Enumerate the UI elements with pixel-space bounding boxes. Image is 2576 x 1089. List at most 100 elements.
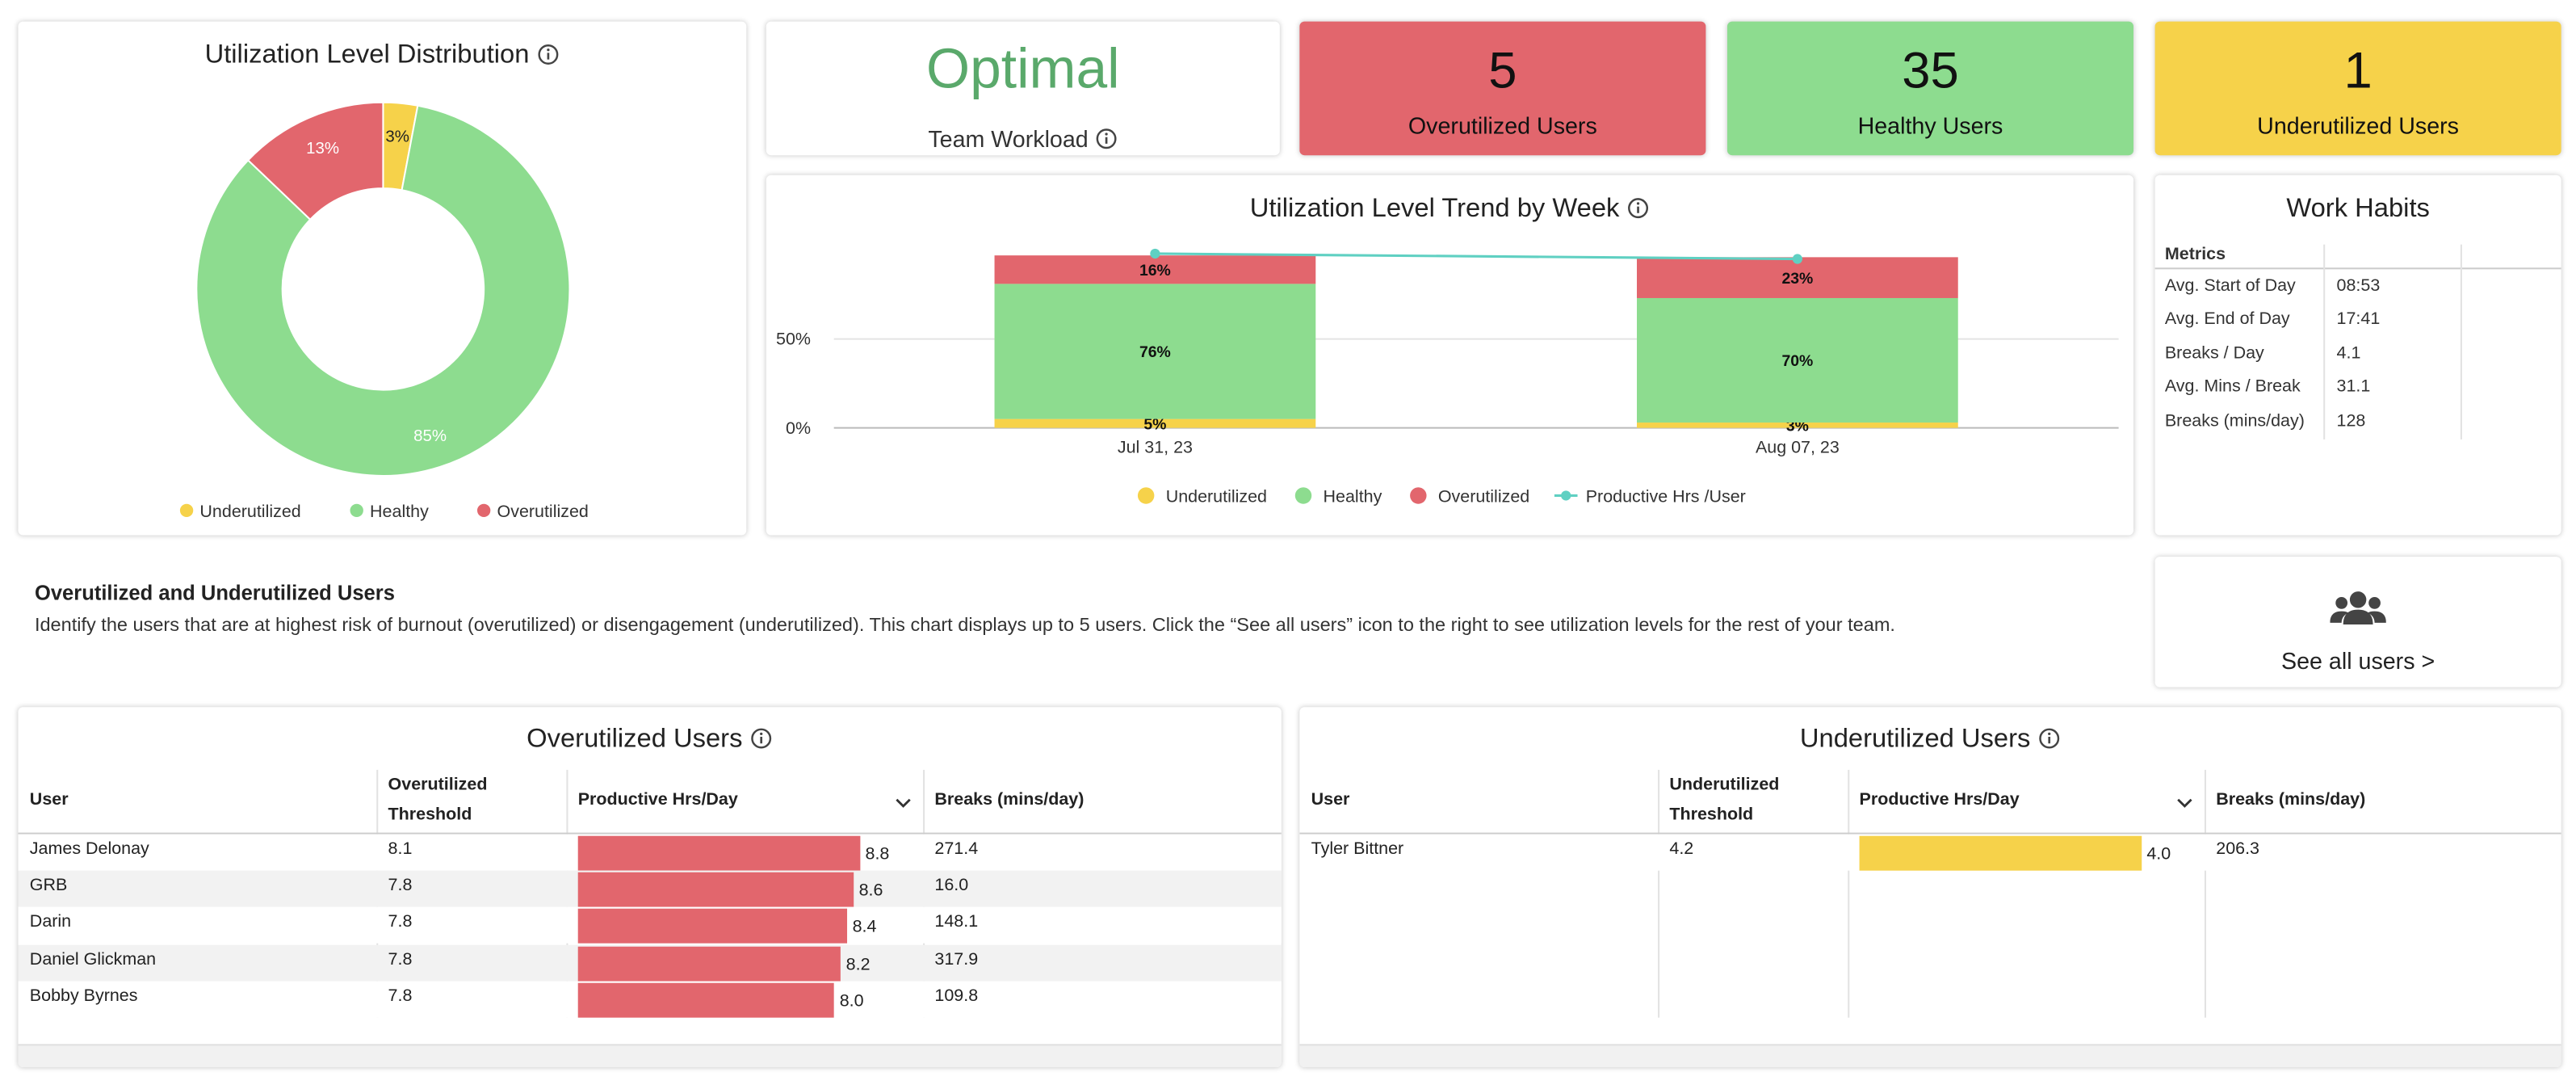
breaks-cell: 271.4 [934, 839, 979, 860]
header-rule [2154, 267, 2561, 270]
info-icon[interactable] [750, 727, 774, 751]
user-cell: James Delonay [29, 839, 149, 860]
column-header: User [1311, 789, 1350, 810]
metric-value: 128 [2336, 410, 2366, 431]
table-row: Daniel Glickman 7.8 8.2 317.9 [18, 944, 1282, 981]
kpi-card: 35 Healthy Users [1726, 21, 2134, 156]
line [1155, 252, 1798, 261]
table-card: Overutilized Users User Overutilized Thre… [18, 707, 1282, 1068]
productive-bar [577, 835, 861, 871]
legend-label: Overutilized [497, 502, 589, 521]
kpi-value: 5 [1488, 41, 1517, 99]
column-header: User [29, 789, 69, 810]
section-description: Identify the users that are at highest r… [34, 616, 1895, 637]
work-habits-card: Work Habits Metrics Avg. Start of Day 08:… [2154, 174, 2561, 536]
bar-value-label: 5% [1143, 415, 1166, 433]
card-title: Overutilized Users [18, 725, 1281, 755]
productive-label: 8.4 [852, 917, 877, 938]
threshold-cell: 7.8 [388, 876, 413, 896]
column-rule [2204, 769, 2206, 1018]
productive-label: 8.0 [839, 990, 864, 1011]
trend-card: Utilization Level Trend by Week 0% 50% Jul… [766, 174, 2134, 536]
column-rule [2460, 244, 2462, 439]
workload-value: Optimal [926, 38, 1120, 101]
column-header: Breaks (mins/day) [934, 789, 1085, 810]
info-icon[interactable] [537, 43, 560, 66]
threshold-cell: 7.8 [388, 948, 413, 969]
productive-label: 4.0 [2146, 843, 2171, 864]
chevron [896, 798, 911, 808]
label-text: Team Workload [928, 125, 1089, 153]
table-row: Darin 7.8 8.4 148.1 [18, 907, 1282, 944]
kpi-value: 1 [2343, 41, 2373, 99]
table-row: James Delonay 8.1 8.8 271.4 [18, 834, 1282, 871]
slice-label: 3% [385, 128, 409, 146]
donut-slice [246, 101, 384, 221]
donut-chart: 3% 85% 13% Underutilized Healthy Overutilized [179, 101, 589, 521]
scroll-track [1299, 1044, 2561, 1068]
productive-bar [577, 909, 848, 944]
productive-label: 8.8 [865, 843, 890, 864]
productive-bar [577, 945, 841, 981]
info-icon[interactable] [1095, 127, 1118, 150]
legend-label: Healthy [370, 502, 429, 521]
metric-name: Avg. End of Day [2164, 309, 2290, 330]
legend-swatch [476, 503, 491, 518]
user-cell: Tyler Bittner [1311, 839, 1404, 860]
sort-chevron[interactable] [2176, 797, 2192, 809]
user-cell: Bobby Byrnes [29, 986, 138, 1006]
metric-name: Avg. Start of Day [2164, 275, 2296, 296]
legend-swatch [1561, 490, 1571, 501]
see-all-card[interactable]: See all users > [2154, 557, 2561, 687]
see-all-link[interactable]: See all users > [2281, 647, 2435, 675]
legend-swatch [179, 503, 194, 518]
column-rule [1658, 769, 1660, 1018]
card-title: Work Habits [2286, 195, 2430, 224]
kpi-label: Underutilized Users [2257, 112, 2460, 139]
productive-bar [577, 872, 854, 908]
card-title: Underutilized Users [1299, 725, 2561, 755]
metric-value: 17:41 [2336, 309, 2381, 330]
table-row: Bobby Byrnes 7.8 8.0 109.8 [18, 981, 1282, 1018]
card-title: Utilization Level Distribution [18, 41, 746, 71]
productive-bar [577, 982, 835, 1018]
bar-segment [1637, 257, 1958, 298]
breaks-cell: 16.0 [934, 876, 969, 896]
bar-value-label: 23% [1781, 270, 1813, 288]
metric-name: Breaks / Day [2164, 343, 2264, 364]
sort-chevron[interactable] [895, 797, 911, 809]
productive-label: 8.6 [858, 881, 883, 901]
distribution-card: Utilization Level Distribution 3% 85% 13% U… [18, 21, 747, 536]
workload-label: Team Workload [766, 125, 1280, 152]
legend-label: Healthy [1324, 487, 1382, 507]
table-header: Metrics [2164, 244, 2226, 265]
info-icon[interactable] [2037, 727, 2061, 751]
legend-label: Underutilized [1166, 487, 1267, 507]
table-row: Tyler Bittner 4.2 4.0 206.3 [1299, 834, 2561, 871]
bar-segment [994, 255, 1316, 284]
scroll-track [18, 1044, 1282, 1068]
y-tick-label: 0% [786, 418, 811, 438]
user-cell: Daniel Glickman [29, 948, 157, 969]
kpi-card: 5 Overutilized Users [1299, 21, 1706, 156]
chevron [2177, 798, 2192, 808]
bar-value-label: 76% [1139, 343, 1171, 361]
column-header: Productive Hrs/Day [1859, 789, 2020, 810]
table-row: GRB 7.8 8.6 16.0 [18, 871, 1282, 908]
icon-ring [751, 728, 772, 749]
bar-segment [1637, 423, 1958, 428]
breaks-cell: 148.1 [934, 912, 979, 933]
line-point [1150, 248, 1160, 259]
title-text: Overutilized Users [527, 725, 743, 754]
kpi-card: 1 Underutilized Users [2154, 21, 2561, 156]
metric-value: 31.1 [2336, 376, 2371, 397]
line-point [1792, 254, 1803, 264]
table-card: Underutilized Users User Underutilized Th… [1299, 707, 2561, 1068]
productive-bar [1859, 835, 2142, 871]
threshold-cell: 7.8 [388, 912, 413, 933]
info-icon[interactable] [1626, 196, 1650, 220]
threshold-cell: 7.8 [388, 986, 413, 1006]
kpi-label: Healthy Users [1857, 112, 2003, 139]
